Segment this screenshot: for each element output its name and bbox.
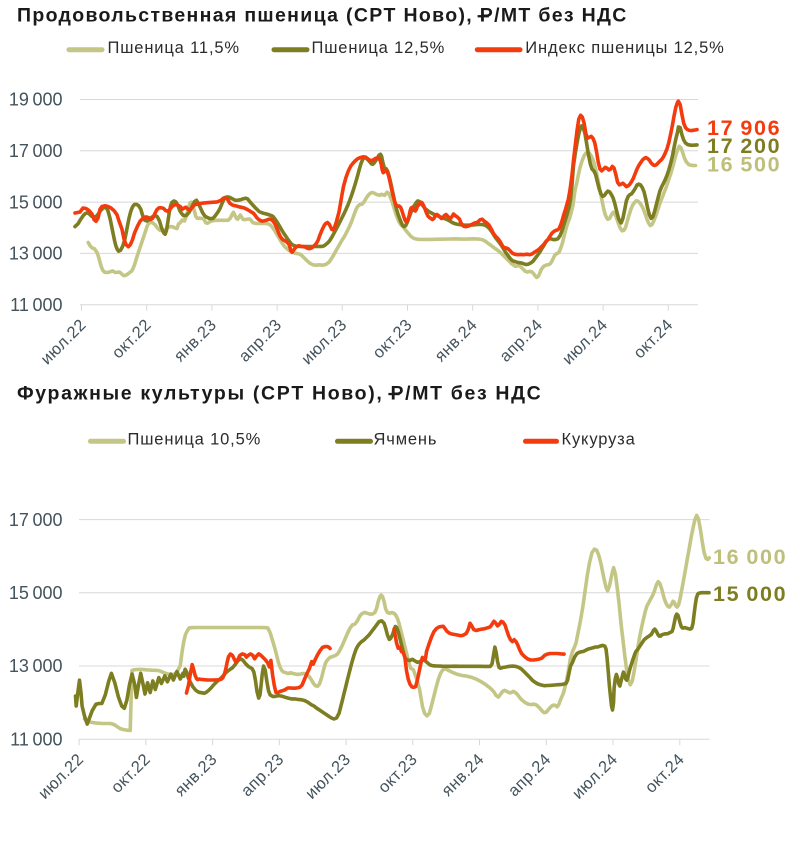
svg-text:13 000: 13 000 xyxy=(9,656,63,676)
svg-text:17 000: 17 000 xyxy=(9,141,63,161)
svg-text:15 000: 15 000 xyxy=(9,583,63,603)
svg-text:15 000: 15 000 xyxy=(713,582,787,606)
svg-text:17 200: 17 200 xyxy=(707,134,781,158)
svg-text:Продовольственная пшеница (CPT: Продовольственная пшеница (CPT Ново), Р/… xyxy=(17,5,628,27)
svg-text:Пшеница 11,5%: Пшеница 11,5% xyxy=(108,39,240,57)
svg-text:11 000: 11 000 xyxy=(10,295,62,315)
svg-text:Ячмень: Ячмень xyxy=(374,431,438,449)
svg-text:17 906: 17 906 xyxy=(707,116,781,140)
svg-text:Пшеница 12,5%: Пшеница 12,5% xyxy=(312,39,446,57)
svg-text:13 000: 13 000 xyxy=(9,244,63,264)
svg-text:11 000: 11 000 xyxy=(10,729,62,749)
svg-text:Фуражные культуры (CPT Ново),: Фуражные культуры (CPT Ново), Р/МТ без Н… xyxy=(17,383,542,405)
svg-text:16 500: 16 500 xyxy=(707,153,781,177)
svg-text:16 000: 16 000 xyxy=(713,545,787,569)
svg-text:Пшеница 10,5%: Пшеница 10,5% xyxy=(128,431,262,449)
svg-text:17 000: 17 000 xyxy=(9,510,63,530)
svg-text:19 000: 19 000 xyxy=(9,90,63,110)
svg-text:15 000: 15 000 xyxy=(9,192,63,212)
svg-text:Индекс пшеницы 12,5%: Индекс пшеницы 12,5% xyxy=(525,39,724,57)
svg-text:Кукуруза: Кукуруза xyxy=(562,431,636,449)
